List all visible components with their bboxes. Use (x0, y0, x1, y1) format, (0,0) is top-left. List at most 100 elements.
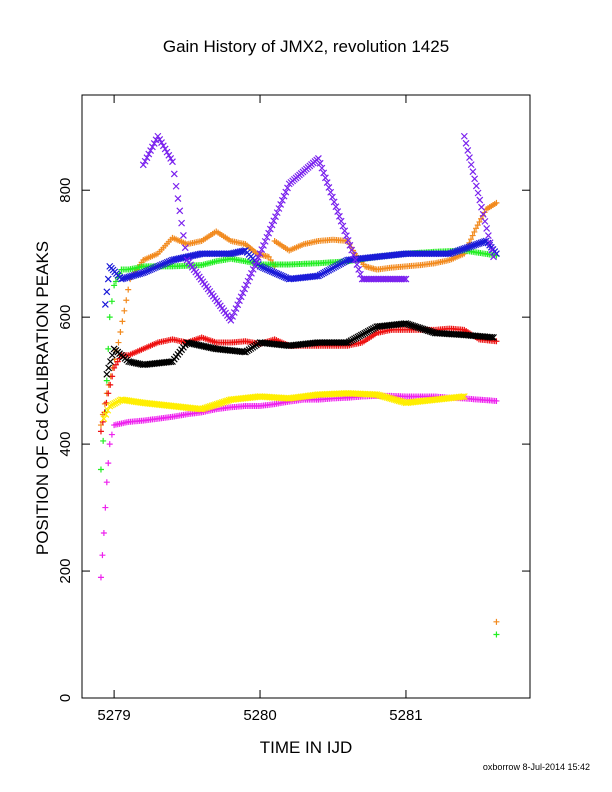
data-point (148, 265, 156, 273)
data-point (155, 262, 163, 270)
data-point (160, 260, 168, 268)
data-point (101, 409, 108, 416)
data-point (99, 552, 106, 559)
x-tick-label: 5280 (243, 707, 276, 724)
data-point (268, 268, 276, 276)
data-point (490, 334, 497, 341)
data-point (268, 221, 276, 229)
data-point (165, 258, 173, 265)
x-axis: 5279 5280 5281 (97, 95, 423, 724)
data-point (272, 269, 279, 277)
data-point (109, 373, 116, 380)
data-point (320, 169, 328, 177)
data-point (100, 529, 107, 536)
data-point (104, 406, 112, 414)
data-point (350, 251, 357, 259)
data-point (341, 227, 349, 235)
data-point (108, 298, 115, 305)
series-4 (101, 237, 500, 308)
data-point (282, 188, 290, 196)
data-point (105, 364, 113, 372)
data-point (240, 247, 248, 255)
data-point (121, 307, 128, 314)
data-point (327, 188, 335, 196)
data-point (467, 161, 475, 169)
data-point (167, 155, 175, 162)
data-point (265, 266, 273, 274)
data-point (468, 236, 475, 243)
data-point (244, 277, 252, 285)
data-point (469, 168, 477, 176)
data-point (493, 618, 500, 625)
data-point (106, 314, 113, 321)
data-point (141, 268, 149, 276)
data-point (466, 154, 473, 161)
data-point (314, 155, 322, 162)
data-point (143, 154, 151, 162)
data-point (256, 250, 264, 258)
data-point (114, 358, 121, 365)
data-point (106, 441, 113, 448)
data-point (181, 244, 189, 252)
data-point (273, 270, 281, 278)
data-point (481, 217, 489, 225)
data-point (246, 273, 254, 281)
data-point (163, 148, 171, 156)
data-point (242, 281, 250, 289)
series-1 (97, 247, 500, 638)
data-point (275, 205, 283, 212)
data-point (174, 195, 182, 202)
data-point (263, 265, 271, 273)
data-point (145, 267, 152, 274)
plot-points (97, 132, 500, 638)
y-tick-label: 600 (57, 305, 74, 330)
data-point (111, 364, 118, 371)
data-point (103, 479, 110, 486)
y-axis: 0 200 400 600 800 (57, 178, 530, 702)
data-point (493, 397, 500, 404)
data-point (284, 184, 291, 192)
data-point (473, 225, 480, 232)
data-point (342, 232, 350, 240)
data-point (481, 238, 488, 246)
data-point (97, 466, 104, 473)
x-axis-label: TIME IN IJD (260, 738, 353, 757)
data-point (348, 246, 356, 254)
data-point (258, 263, 266, 271)
data-point (400, 275, 408, 283)
data-point (157, 261, 164, 269)
data-point (256, 262, 264, 270)
data-point (234, 301, 242, 309)
data-point (176, 207, 184, 215)
data-point (280, 273, 288, 281)
data-point (460, 393, 468, 400)
data-point (344, 237, 352, 244)
data-point (156, 136, 164, 143)
data-point (278, 272, 286, 280)
y-tick-label: 200 (57, 559, 74, 584)
data-point (146, 266, 154, 274)
data-point (488, 246, 496, 254)
data-point (105, 345, 112, 352)
data-point (139, 269, 147, 277)
data-point (239, 289, 247, 297)
data-point (105, 460, 112, 467)
data-point (97, 574, 104, 581)
data-point (147, 147, 155, 154)
data-point (107, 358, 114, 366)
data-point (272, 213, 279, 221)
data-point (332, 203, 340, 211)
data-point (158, 261, 166, 268)
data-point (357, 270, 364, 278)
data-point (161, 145, 169, 153)
data-point (278, 196, 286, 204)
data-point (469, 232, 476, 239)
data-point (103, 370, 111, 378)
data-point (230, 309, 238, 316)
data-point (101, 301, 109, 308)
data-point (472, 182, 480, 190)
data-point (493, 631, 500, 638)
data-point (258, 246, 266, 254)
data-point (125, 286, 132, 293)
